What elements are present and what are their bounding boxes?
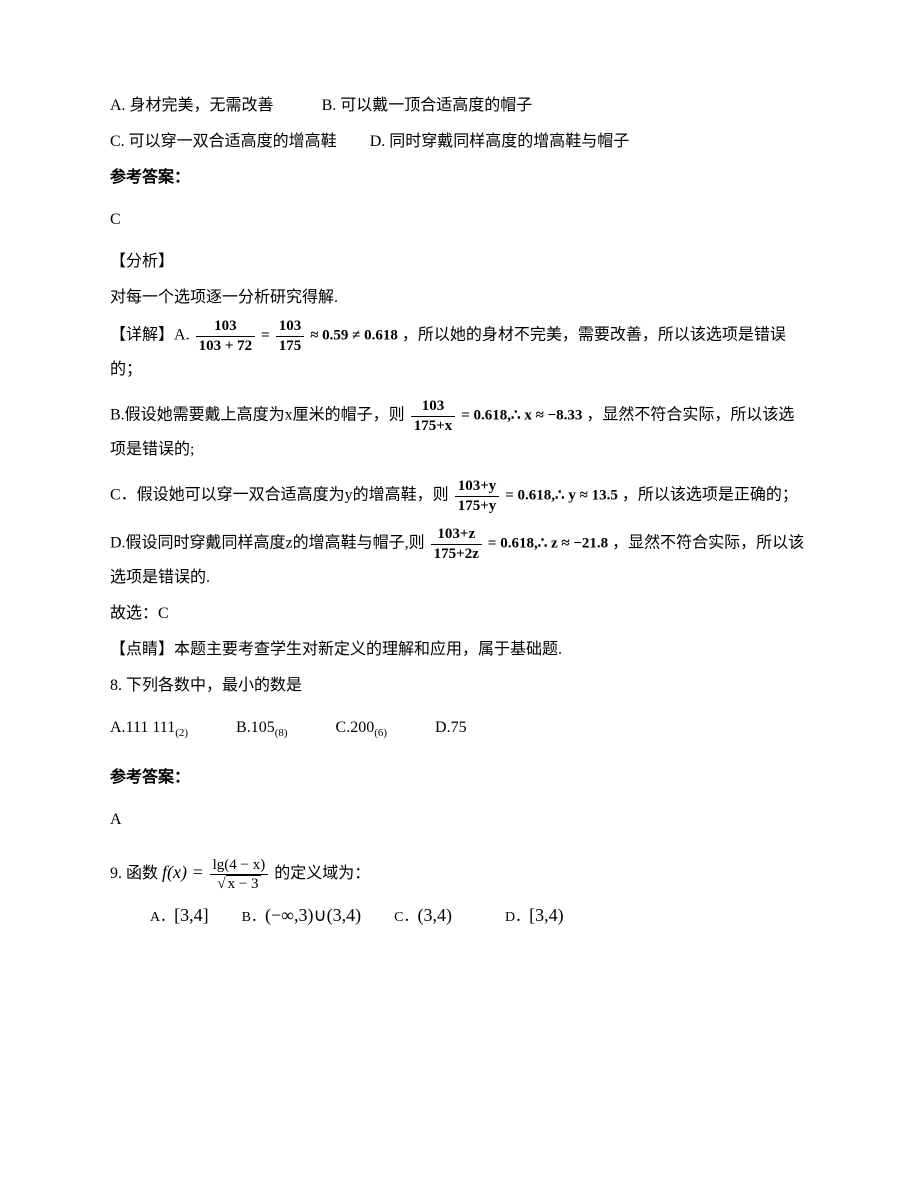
q9-func-name: f(x) = — [162, 862, 204, 882]
opt-c-letter: C． — [394, 910, 417, 925]
frac-den: 175+y — [455, 497, 500, 515]
q8-options: A.111 111(2) B.105(8) C.200(6) D.75 — [110, 712, 810, 744]
q7-comment-text: 本题主要考查学生对新定义的理解和应用，属于基础题. — [174, 641, 562, 658]
q8-opt-b-label: B. — [236, 719, 251, 736]
detail-c-eq: = 0.618,∴ y ≈ 13.5 — [505, 488, 618, 504]
comment-label: 【点睛】 — [110, 641, 174, 658]
q7-analysis-label: 【分析】 — [110, 246, 810, 278]
q8-opt-a-label: A. — [110, 719, 126, 736]
opt-b-letter: B． — [242, 910, 265, 925]
frac-den: 103 + 72 — [196, 337, 256, 355]
reference-answer-label-2: 参考答案： — [110, 762, 810, 794]
q8-opt-c-val: 200 — [350, 719, 374, 736]
q9-question: 9. 函数 f(x) = lg(4 − x) x − 3 的定义域为： — [110, 854, 810, 892]
q7-comment: 【点睛】本题主要考查学生对新定义的理解和应用，属于基础题. — [110, 634, 810, 666]
q8-opt-c-base: (6) — [374, 727, 387, 739]
q7-detail-a: 【详解】A. 103 103 + 72 = 103 175 ≈ 0.59 ≠ 0… — [110, 318, 810, 386]
frac-den: 175+x — [411, 417, 456, 435]
frac-num: 103 — [276, 318, 305, 337]
detail-d-prefix: D.假设同时穿戴同样高度z的增高鞋与帽子,则 — [110, 535, 425, 552]
q9-opt-c: (3,4) — [417, 905, 452, 925]
opt-a-letter: A． — [150, 910, 174, 925]
frac-den: x − 3 — [210, 875, 269, 893]
frac-num: 103 — [411, 398, 456, 417]
q8-opt-d-label: D. — [435, 719, 451, 736]
q7-detail-b: B.假设她需要戴上高度为x厘米的帽子，则 103 175+x = 0.618,∴… — [110, 398, 810, 466]
q9-prefix: 9. 函数 — [110, 865, 158, 882]
q7-detail-d: D.假设同时穿戴同样高度z的增高鞋与帽子,则 103+z 175+2z = 0.… — [110, 526, 810, 594]
q7-conclusion: 故选：C — [110, 598, 810, 630]
detail-b-prefix: B.假设她需要戴上高度为x厘米的帽子，则 — [110, 407, 405, 424]
detail-c-suffix: ，所以该选项是正确的； — [622, 487, 798, 504]
reference-answer-label-1: 参考答案： — [110, 162, 810, 194]
q9-opt-d: [3,4) — [529, 905, 564, 925]
q8-opt-a-base: (2) — [175, 727, 188, 739]
q9-opt-b: (−∞,3)∪(3,4) — [265, 905, 361, 925]
detail-label: 【详解】 — [110, 327, 174, 344]
q9-options: A．[3,4] B．(−∞,3)∪(3,4) C．(3,4) D．[3,4) — [110, 897, 810, 933]
q8-question: 8. 下列各数中，最小的数是 — [110, 670, 810, 702]
opt-d-letter: D． — [505, 910, 529, 925]
detail-c-frac: 103+y 175+y — [455, 478, 500, 514]
q8-opt-a-val: 111 111 — [126, 719, 176, 736]
frac-den: 175 — [276, 337, 305, 355]
q7-option-d: D. 同时穿戴同样高度的增高鞋与帽子 — [370, 126, 630, 158]
q8-answer: A — [110, 804, 810, 836]
sqrt-body: x − 3 — [226, 875, 261, 892]
detail-d-frac: 103+z 175+2z — [431, 526, 482, 562]
q9-frac: lg(4 − x) x − 3 — [210, 857, 269, 893]
frac-num: 103+z — [431, 526, 482, 545]
q7-option-c: C. 可以穿一双合适高度的增高鞋 — [110, 126, 337, 158]
detail-d-eq: = 0.618,∴ z ≈ −21.8 — [488, 536, 608, 552]
frac-num: lg(4 − x) — [210, 857, 269, 876]
detail-b-eq: = 0.618,∴ x ≈ −8.33 — [461, 408, 582, 424]
sqrt-icon: x − 3 — [217, 876, 260, 893]
q8-opt-d-val: 75 — [451, 719, 467, 736]
frac-num: 103 — [196, 318, 256, 337]
q7-option-b: B. 可以戴一顶合适高度的帽子 — [322, 90, 533, 122]
q9-opt-a: [3,4] — [174, 905, 209, 925]
equals-icon: = — [261, 328, 270, 344]
detail-a-frac1: 103 103 + 72 — [196, 318, 256, 354]
q9-suffix: 的定义域为： — [274, 865, 370, 882]
frac-num: 103+y — [455, 478, 500, 497]
q7-analysis-text: 对每一个选项逐一分析研究得解. — [110, 282, 810, 314]
q7-detail-c: C．假设她可以穿一双合适高度为y的增高鞋，则 103+y 175+y = 0.6… — [110, 478, 810, 514]
detail-a-prefix: A. — [174, 327, 190, 344]
q8-opt-b-val: 105 — [251, 719, 275, 736]
q7-options-row2: C. 可以穿一双合适高度的增高鞋 D. 同时穿戴同样高度的增高鞋与帽子 — [110, 126, 810, 158]
q7-answer: C — [110, 204, 810, 236]
detail-b-frac: 103 175+x — [411, 398, 456, 434]
q8-opt-b-base: (8) — [275, 727, 288, 739]
detail-c-prefix: C．假设她可以穿一双合适高度为y的增高鞋，则 — [110, 487, 449, 504]
q8-opt-c-label: C. — [336, 719, 351, 736]
q7-options-row1: A. 身材完美，无需改善 B. 可以戴一顶合适高度的帽子 — [110, 90, 810, 122]
detail-a-approx: ≈ 0.59 ≠ 0.618 — [310, 328, 398, 344]
detail-a-frac2: 103 175 — [276, 318, 305, 354]
q7-option-a: A. 身材完美，无需改善 — [110, 90, 274, 122]
frac-den: 175+2z — [431, 545, 482, 563]
